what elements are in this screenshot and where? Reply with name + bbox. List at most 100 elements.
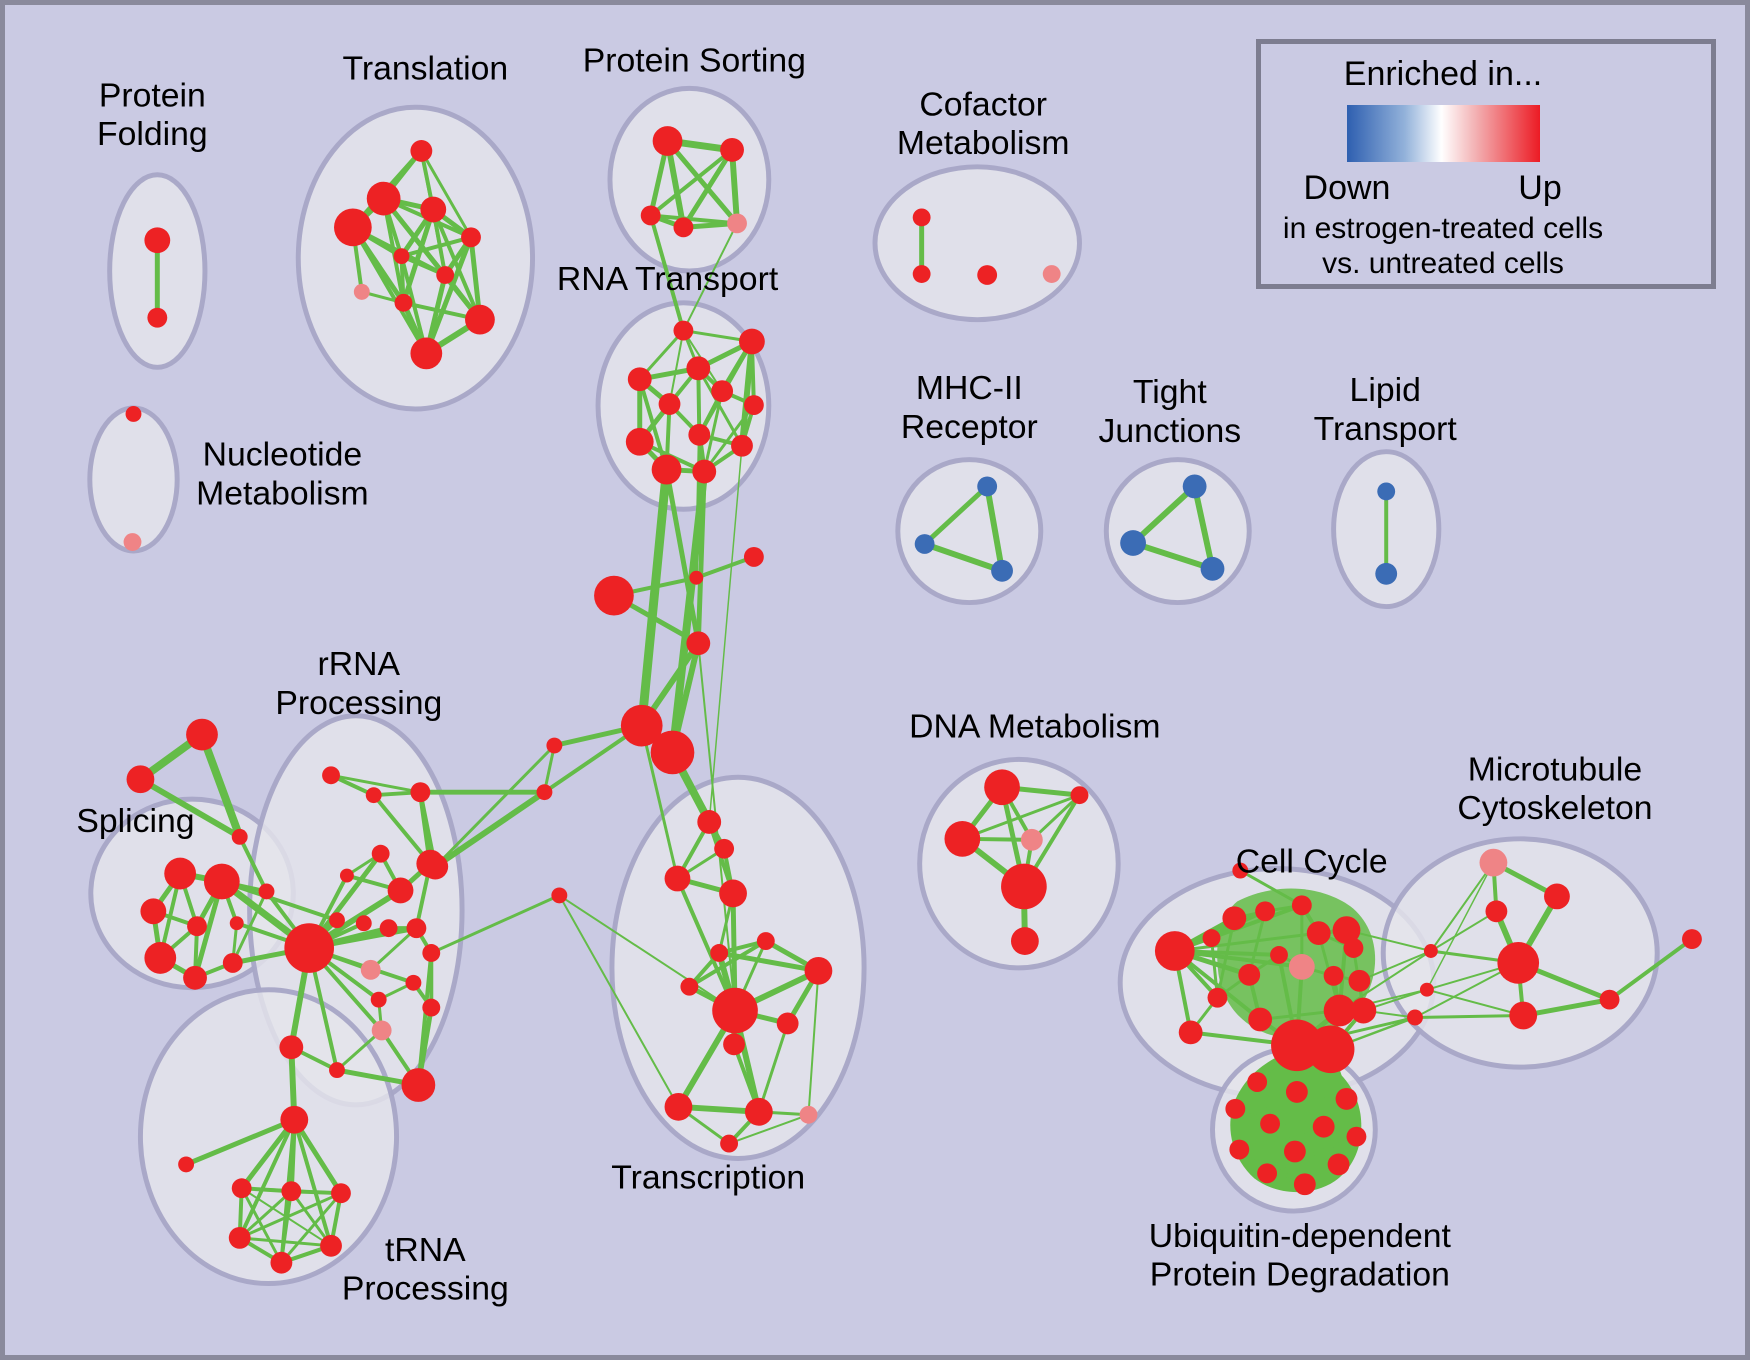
enrichment-edge [371, 793, 433, 866]
gene-set-node-rrna-7 [329, 912, 345, 929]
enrichment-edge [350, 225, 429, 356]
enrichment-edge [1173, 931, 1321, 953]
gene-set-node-lipid-1 [1375, 562, 1398, 585]
gene-set-node-cofactor-2 [977, 265, 998, 285]
cluster-label-tight-line0: Tight [1133, 373, 1207, 411]
gene-set-node-splicing-2 [231, 828, 248, 845]
enrichment-edge [694, 433, 701, 580]
enrichment-map-network: ProteinFoldingNucleotideMetabolismTransl… [76, 42, 1702, 1308]
enrichment-edge [329, 773, 422, 794]
gene-set-node-sorting-3 [673, 217, 694, 238]
enrichment-edge [680, 147, 735, 230]
gene-set-node-dna-2 [1070, 786, 1089, 805]
gene-set-node-translation-1 [366, 181, 401, 216]
gene-set-node-cc-13 [1178, 1020, 1203, 1045]
gene-set-node-cofactor-3 [1042, 265, 1061, 283]
enrichment-edge [648, 147, 735, 218]
enrichment-edge [682, 222, 739, 332]
cluster-label-nucleotide-line1: Metabolism [196, 474, 369, 512]
gene-set-node-rrna-8 [355, 915, 372, 932]
gene-set-node-rrna-16 [422, 998, 441, 1017]
gene-set-node-splicing-3 [164, 857, 197, 890]
gene-set-node-rna-11 [692, 459, 717, 484]
layer-labels: ProteinFoldingNucleotideMetabolismTransl… [76, 42, 1652, 1308]
gene-set-node-transcription-11 [664, 1092, 693, 1121]
gene-set-node-lipid-0 [1377, 482, 1396, 501]
enrichment-edge [664, 467, 701, 646]
enrichment-edge [238, 1189, 293, 1240]
enrichment-edge [292, 1117, 334, 1248]
gene-set-node-cc-15 [1323, 994, 1356, 1027]
gene-set-node-mhc-1 [914, 534, 935, 554]
gene-set-node-cc-5 [1343, 938, 1364, 958]
gene-set-node-transcription-14 [720, 1134, 739, 1153]
cluster-label-ub-line0: Ubiquitin-dependent [1149, 1217, 1452, 1255]
gene-set-node-link2-1 [1419, 982, 1434, 997]
gene-set-node-link-3 [686, 631, 711, 656]
gene-set-node-sorting-2 [640, 205, 661, 226]
cluster-label-trna-line0: tRNA [385, 1231, 466, 1269]
gene-set-node-folding-1 [147, 307, 168, 328]
enrichment-edge [137, 776, 243, 840]
gene-set-node-translation-5 [393, 248, 410, 265]
gene-set-node-cofactor-0 [912, 208, 931, 227]
enrichment-edge [694, 554, 756, 580]
cluster-label-translation-line0: Translation [342, 50, 508, 88]
enrichment-edge [1413, 1014, 1525, 1019]
enrichment-edge [558, 894, 737, 1012]
gene-set-node-rrna-0 [322, 766, 340, 785]
gene-set-node-dna-5 [1010, 927, 1039, 955]
gene-set-node-tight-0 [1182, 474, 1207, 499]
enrichment-edge [668, 329, 685, 406]
gene-set-node-mt-4 [1509, 1001, 1538, 1030]
gene-set-node-translation-10 [410, 337, 443, 370]
gene-set-node-ub-11 [1293, 1173, 1316, 1196]
gene-set-node-rrna-15 [405, 974, 422, 991]
gene-set-node-splicing-10 [222, 952, 243, 973]
legend-up-label: Up [1518, 169, 1562, 207]
gene-set-node-dna-1 [944, 820, 981, 857]
gene-set-node-cc-6 [1222, 906, 1247, 931]
gene-set-node-splicing-1 [126, 765, 155, 794]
enrichment-edge [1239, 869, 1303, 907]
gene-set-node-splicing-9 [183, 965, 207, 990]
enrichment-edge [237, 834, 269, 894]
gene-set-node-cc-4 [1332, 916, 1361, 945]
gene-set-node-mt-3 [1497, 942, 1540, 984]
enrichment-edge [1520, 997, 1613, 1018]
gene-set-node-rrna-10 [284, 923, 335, 973]
gene-set-node-rna-8 [625, 427, 654, 456]
enrichment-edge [729, 146, 741, 227]
gene-set-node-cc-3 [1306, 921, 1331, 946]
gene-set-node-rrna-17 [370, 991, 387, 1008]
enrichment-edge [648, 213, 686, 333]
enrichment-edge [1233, 1107, 1326, 1129]
gene-set-node-trna-6 [228, 1226, 251, 1249]
gene-set-node-translation-7 [353, 283, 370, 300]
gene-set-node-trna-7 [320, 1234, 342, 1257]
enrichment-edge [1345, 929, 1432, 952]
cluster-label-rrna-line1: Processing [275, 684, 442, 722]
gene-set-node-ub-5 [1312, 1115, 1335, 1138]
gene-set-node-mt-0 [1479, 848, 1508, 877]
cluster-label-mhc-line1: Receptor [901, 408, 1038, 446]
enrichment-edge [423, 234, 474, 356]
enrichment-edge [419, 149, 473, 239]
gene-set-node-nucleotide-0 [125, 406, 142, 422]
gene-set-node-mhc-0 [977, 476, 998, 497]
gene-set-node-cc-12 [1207, 987, 1228, 1008]
enrichment-edge [279, 1191, 343, 1265]
enrichment-edge [1425, 988, 1525, 1017]
enrichment-edge [432, 789, 548, 870]
gene-set-node-transcription-9 [776, 1012, 799, 1035]
enrichment-edge [1237, 1125, 1326, 1152]
enrichment-edge [1191, 483, 1216, 572]
gene-set-node-rrna-1 [365, 787, 382, 804]
gene-set-node-rna-2 [686, 356, 711, 381]
gene-set-node-rna-9 [731, 434, 753, 457]
enrichment-edge [960, 793, 1081, 841]
gene-set-node-mt-6 [1682, 929, 1702, 950]
gene-set-node-cc-0 [1154, 931, 1195, 971]
gene-set-node-link-5 [650, 730, 695, 775]
gene-set-node-trna-0 [279, 1035, 304, 1060]
